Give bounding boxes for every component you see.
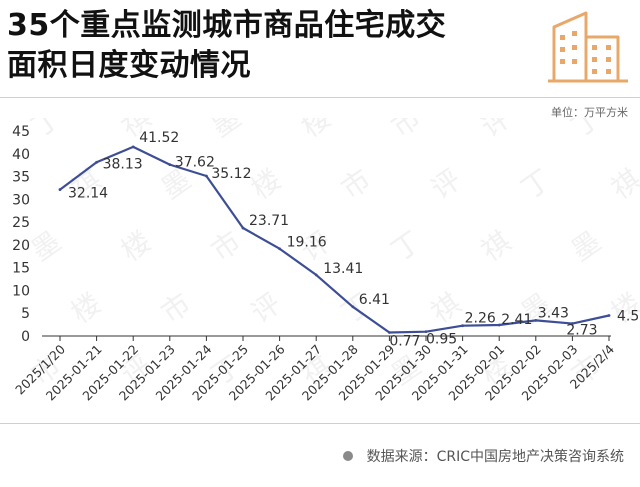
data-label: 41.52 [139,130,179,146]
building-icon [548,11,628,83]
y-tick-label: 45 [12,124,30,140]
y-tick-label: 30 [12,192,30,208]
data-point [58,188,62,191]
y-tick-label: 40 [12,147,30,163]
watermark-char: 墨 [25,225,67,268]
watermark-char: 楼 [65,287,107,330]
title-line-1: 35个重点监测城市商品住宅成交 [7,8,447,43]
data-label: 2.26 [465,311,496,327]
y-tick-label: 25 [12,215,30,231]
y-tick-label: 35 [12,170,30,186]
watermark-char: 丁 [515,163,557,206]
watermark-char: 祺 [605,163,640,206]
bullet-dot-icon [342,451,353,461]
data-label: 35.12 [211,166,251,182]
data-point [351,305,355,309]
data-label: 37.62 [175,155,215,171]
data-point [95,160,98,164]
data-label: 19.16 [287,235,327,251]
watermark-char: 墨 [205,118,247,144]
watermark-char: 丁 [385,225,427,268]
data-point [278,247,281,251]
watermark-char: 丁 [25,118,67,144]
title-line-2: 面积日度变动情况 [7,48,251,83]
y-tick-label: 0 [21,329,30,345]
data-point [388,331,391,334]
data-point [461,324,464,328]
page-title: 35个重点监测城市商品住宅成交 面积日度变动情况 [7,6,527,86]
watermark-char: 市 [205,225,247,268]
data-label: 13.41 [323,261,363,277]
data-label: 23.71 [249,213,289,229]
data-label: 4.50 [617,309,640,325]
watermark-char: 楼 [295,118,337,144]
data-point [571,322,574,325]
series-polyline [59,145,610,334]
top-divider [0,97,640,98]
data-point [534,318,538,322]
watermark-char: 评 [475,118,517,144]
data-point [168,163,172,167]
y-tick-label: 15 [12,261,30,277]
watermark-char: 祺 [425,287,467,330]
watermark-char: 丁 [565,118,607,144]
data-label: 32.14 [68,186,108,202]
y-axis: 0 5 10 15 20 25 30 35 40 45 [12,124,30,345]
data-point [131,145,135,149]
data-label: 38.13 [103,156,143,172]
data-label: 3.43 [538,305,569,321]
bottom-divider [0,423,640,424]
watermark-char: 评 [425,163,467,206]
data-point [607,314,611,317]
y-tick-label: 10 [12,283,30,299]
data-label: 6.41 [359,292,390,308]
series-line [58,145,611,334]
data-label: 0.95 [426,332,457,348]
data-point [314,273,318,277]
y-tick-label: 5 [21,306,30,322]
unit-label: 单位：万平方米 [551,106,628,119]
data-point [424,330,428,334]
source-text: 数据来源：CRIC中国房地产决策咨询系统 [366,449,624,465]
watermark-char: 楼 [115,225,157,268]
data-point [241,226,245,230]
watermark-char: 市 [155,287,197,330]
line-chart: 丁祺墨楼市评丁祺墨楼市评丁祺墨楼市评丁祺墨楼市评丁祺墨楼市评丁祺墨楼市 0510… [12,118,640,403]
data-point [497,323,501,327]
source-note: 数据来源：CRIC中国房地产决策咨询系统 [342,446,624,466]
data-label: 0.77 [389,333,420,349]
data-label: 2.41 [501,312,532,328]
watermark-char: 祺 [475,225,517,268]
data-label: 2.73 [566,323,597,339]
watermark-char: 评 [245,287,287,330]
watermark-char: 墨 [565,225,607,268]
y-tick-label: 20 [12,238,30,254]
data-point [205,174,208,178]
watermark-char: 市 [385,118,427,144]
watermark-char: 市 [335,163,377,206]
